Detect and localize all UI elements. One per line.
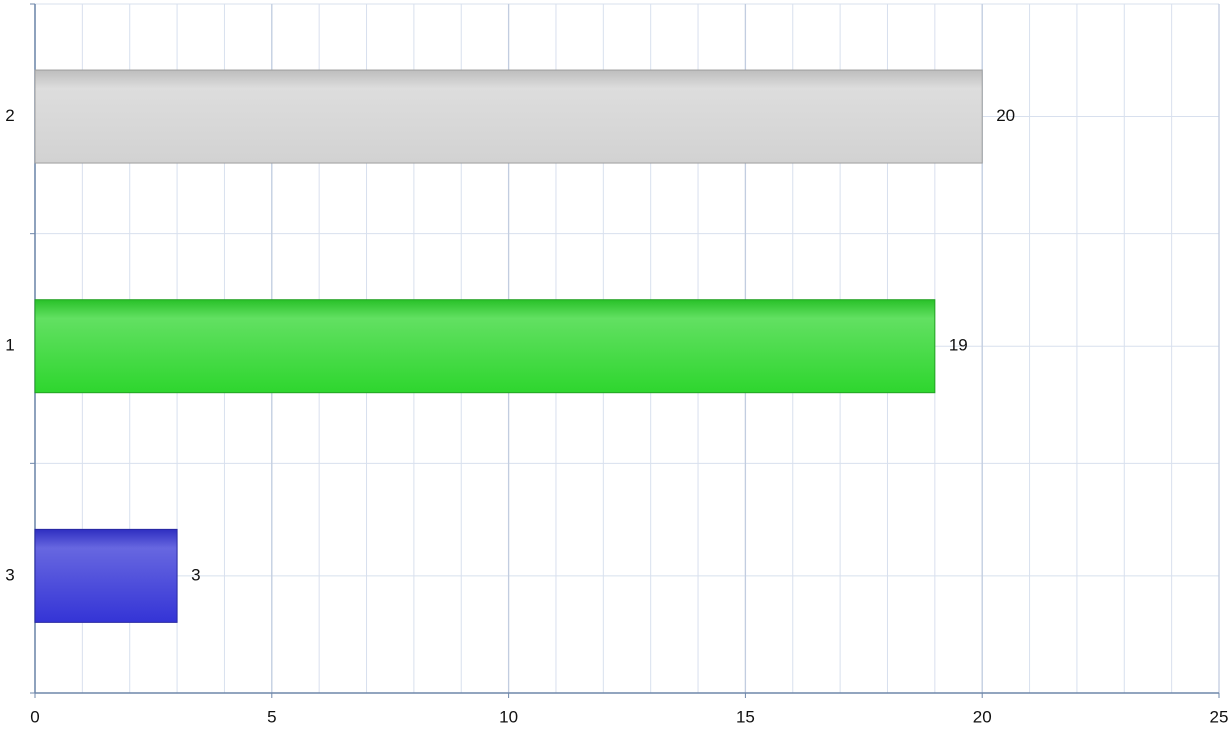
value-label: 20: [996, 106, 1015, 125]
x-tick-label: 25: [1210, 707, 1229, 726]
value-label: 3: [191, 565, 200, 584]
bar: [34, 528, 178, 623]
x-tick-label: 5: [267, 707, 276, 726]
x-tick-label: 15: [736, 707, 755, 726]
x-tick-label: 20: [973, 707, 992, 726]
x-tick-label: 10: [499, 707, 518, 726]
y-tick-label: 3: [5, 565, 14, 584]
y-tick-label: 1: [5, 336, 14, 355]
bar: [34, 299, 936, 394]
y-tick-label: 2: [5, 106, 14, 125]
value-label: 19: [949, 336, 968, 355]
bar: [34, 69, 983, 164]
x-tick-label: 0: [30, 707, 39, 726]
